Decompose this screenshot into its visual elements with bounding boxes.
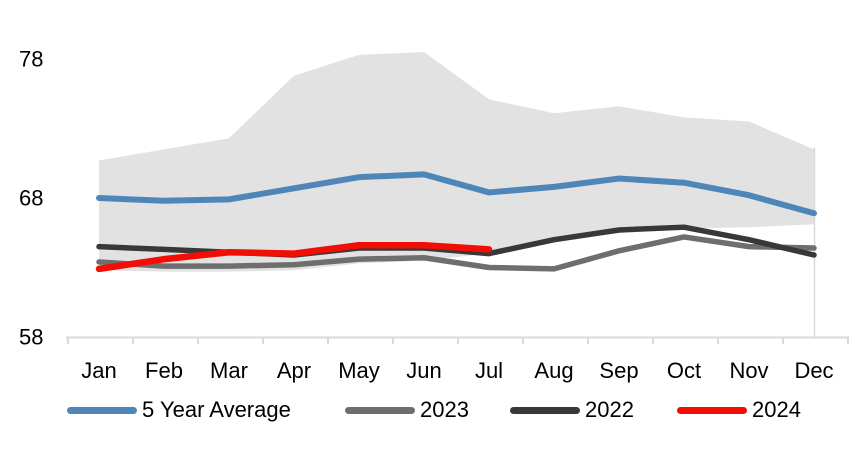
x-axis-label-jun: Jun (406, 358, 441, 383)
series-line-5-year-average (96, 171, 817, 217)
x-axis-label-apr: Apr (277, 358, 311, 383)
y-axis-label: 58 (19, 325, 43, 350)
x-axis-label-sep: Sep (599, 358, 638, 383)
legend-item-5-year-average: 5 Year Average (67, 396, 291, 424)
x-axis-label-jan: Jan (81, 358, 116, 383)
x-axis-label-aug: Aug (534, 358, 573, 383)
x-axis-label-oct: Oct (667, 358, 701, 383)
legend-label-5-year-average: 5 Year Average (142, 397, 291, 422)
x-axis-label-feb: Feb (145, 358, 183, 383)
legend-item-2022: 2022 (510, 396, 634, 424)
legend-swatch-2024-line (677, 406, 747, 414)
x-axis-label-jul: Jul (475, 358, 503, 383)
legend-item-2023: 2023 (345, 396, 469, 424)
y-axis-label: 68 (19, 186, 43, 211)
legend-label-2022: 2022 (585, 397, 634, 422)
y-axis-label: 78 (19, 47, 43, 72)
x-axis-label-mar: Mar (210, 358, 248, 383)
range-band (99, 52, 814, 272)
legend-swatch-2022-line (510, 406, 580, 414)
legend-label-2024: 2024 (752, 397, 801, 422)
x-axis-label-dec: Dec (794, 358, 833, 383)
legend-item-2024: 2024 (677, 396, 801, 424)
legend-swatch-5-year-average-line (67, 406, 137, 414)
chart-legend: 5 Year Average 2023 2022 2024 (0, 396, 852, 426)
x-axis-label-may: May (338, 358, 380, 383)
legend-label-2023: 2023 (420, 397, 469, 422)
x-axis-label-nov: Nov (729, 358, 768, 383)
series-line-2023 (96, 234, 817, 272)
legend-swatch-2023-line (345, 406, 415, 414)
series-line-2024 (95, 242, 493, 273)
